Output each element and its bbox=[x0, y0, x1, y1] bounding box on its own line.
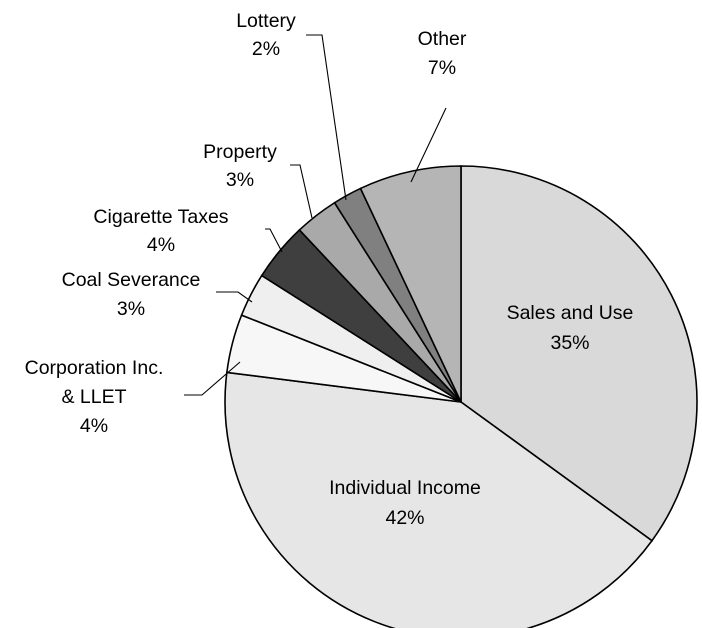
slice-name-line-1: Corporation Inc. bbox=[25, 357, 164, 379]
slice-label-property: Property 3% bbox=[203, 141, 277, 191]
slice-name: Property bbox=[203, 141, 277, 163]
slice-percent: 4% bbox=[147, 234, 175, 256]
slice-label-sales-and-use: Sales and Use 35% bbox=[507, 302, 634, 354]
leader-lines bbox=[184, 34, 447, 396]
leader-coal-severance bbox=[216, 291, 253, 303]
leader-cigarette bbox=[265, 228, 283, 253]
slice-name-line-2: & LLET bbox=[61, 386, 126, 408]
leader-corporation bbox=[184, 361, 241, 396]
leader-other bbox=[410, 107, 447, 183]
slice-percent: 3% bbox=[117, 298, 145, 320]
pie-slice-other bbox=[359, 165, 462, 403]
leader-lottery bbox=[306, 34, 347, 201]
slice-name: Individual Income bbox=[329, 477, 481, 499]
pie-slice-individual-income bbox=[224, 371, 654, 628]
slice-name: Lottery bbox=[236, 10, 296, 32]
slice-label-lottery: Lottery 2% bbox=[236, 10, 296, 60]
slice-name: Coal Severance bbox=[62, 269, 201, 291]
leader-property bbox=[290, 164, 313, 219]
slice-label-coal-severance: Coal Severance 3% bbox=[62, 269, 201, 320]
pie-slices bbox=[224, 165, 698, 628]
slice-name: Cigarette Taxes bbox=[93, 206, 228, 228]
slice-percent: 35% bbox=[550, 332, 589, 354]
slice-name: Other bbox=[418, 28, 467, 50]
slice-label-other: Other 7% bbox=[418, 28, 467, 79]
slice-percent: 42% bbox=[385, 507, 424, 529]
slice-label-cigarette-taxes: Cigarette Taxes 4% bbox=[93, 206, 228, 256]
slice-percent: 3% bbox=[226, 169, 254, 191]
slice-label-corporation: Corporation Inc. & LLET 4% bbox=[25, 357, 164, 437]
slice-percent: 7% bbox=[428, 57, 456, 79]
slice-percent: 2% bbox=[252, 38, 280, 60]
slice-label-individual-income: Individual Income 42% bbox=[329, 477, 481, 529]
slice-percent: 4% bbox=[80, 415, 108, 437]
slice-name: Sales and Use bbox=[507, 302, 634, 324]
pie-slice-sales-and-use bbox=[460, 165, 698, 542]
